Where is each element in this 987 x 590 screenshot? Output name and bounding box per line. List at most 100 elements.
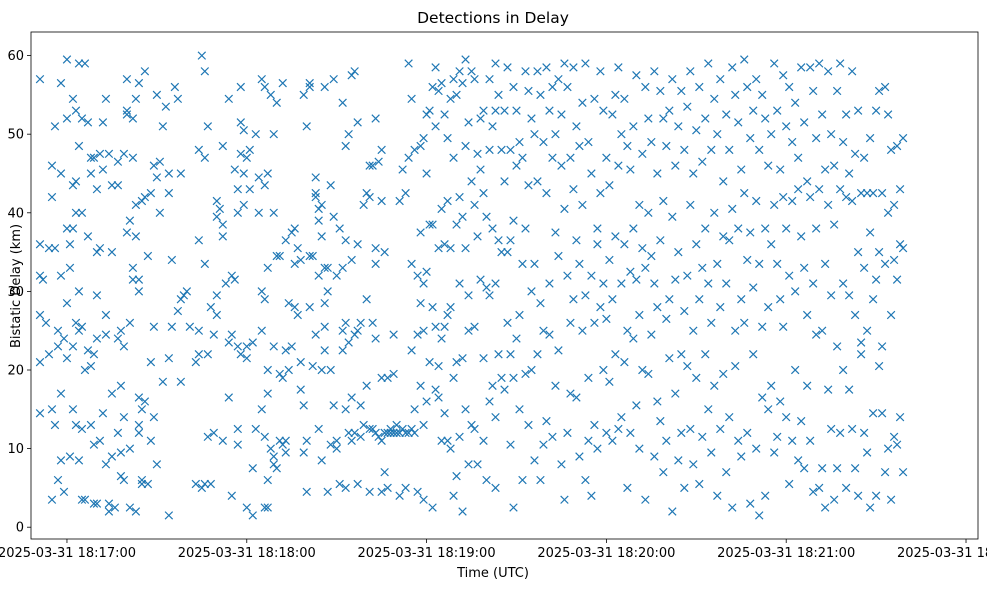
data-point [548,153,557,162]
data-point [407,424,416,434]
data-point [539,326,548,335]
data-point [305,251,314,261]
data-point [710,208,719,218]
data-point [488,122,497,131]
data-point [248,338,257,347]
data-point [86,361,96,371]
data-point [209,330,219,339]
data-point [823,385,833,394]
data-point [338,263,347,273]
data-point [194,145,204,155]
data-point [428,503,437,512]
data-point [590,420,599,430]
data-point [287,342,296,351]
data-point [218,141,228,151]
data-point [817,326,827,335]
data-point [784,479,794,489]
data-point [713,491,722,500]
data-point [677,350,686,359]
data-point [284,365,293,375]
data-point [632,275,641,284]
data-point [476,114,485,123]
data-point [838,279,848,288]
data-point [422,169,431,178]
data-point [808,487,818,497]
data-point [790,98,800,107]
data-point [413,271,422,280]
data-point [614,63,623,72]
data-point [578,200,587,210]
data-point [665,353,674,363]
data-point [230,275,240,284]
data-point [122,228,132,237]
data-point [35,271,45,280]
data-point [461,243,470,253]
data-point [497,373,506,383]
data-point [605,181,614,190]
data-point [365,161,374,170]
data-point [236,82,246,92]
data-point [320,82,329,92]
data-point [245,184,254,194]
data-point [781,224,791,233]
data-point [239,126,248,135]
data-point [817,464,827,473]
data-point [122,110,132,119]
data-point [743,82,752,92]
data-point [194,350,204,359]
data-point [362,381,371,390]
data-point [749,283,758,292]
data-point [434,361,443,371]
data-point [731,326,740,335]
data-point [578,98,587,107]
data-point [143,251,153,261]
data-point [608,110,617,119]
data-point [38,275,48,284]
data-point [868,295,878,304]
data-point [662,141,671,151]
data-point [197,51,207,60]
data-point [763,302,773,312]
data-point [557,460,566,469]
data-point [533,350,542,359]
data-point [164,188,174,198]
data-point [218,232,228,241]
data-point [892,275,902,284]
data-point [527,287,536,296]
data-point [431,322,440,331]
data-point [728,204,737,214]
data-point [683,361,692,371]
data-point [332,271,341,280]
data-point [793,153,803,162]
data-point [326,440,335,449]
data-point [242,353,251,363]
data-point [707,448,716,457]
data-point [119,412,129,422]
data-point [638,243,647,253]
data-point [344,428,353,438]
data-point [98,118,108,127]
data-point [425,220,434,229]
data-point [719,232,728,241]
data-point [122,74,132,84]
data-point [332,444,341,453]
data-point [200,153,210,162]
data-point [128,275,138,284]
data-point [77,424,87,434]
data-point [101,310,111,320]
data-point [335,479,344,489]
data-point [104,149,114,159]
data-point [383,428,392,438]
data-point [778,192,788,202]
data-point [662,436,671,445]
data-point [224,393,234,402]
data-point [59,487,69,497]
data-point [752,74,761,84]
data-point [425,357,434,367]
data-point [871,275,881,284]
data-point [158,122,168,131]
data-point [554,251,563,261]
data-point [95,436,105,445]
data-point [35,409,45,418]
data-point [877,409,887,418]
